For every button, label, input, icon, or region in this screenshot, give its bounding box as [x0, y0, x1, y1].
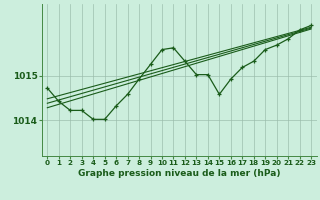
X-axis label: Graphe pression niveau de la mer (hPa): Graphe pression niveau de la mer (hPa): [78, 169, 280, 178]
